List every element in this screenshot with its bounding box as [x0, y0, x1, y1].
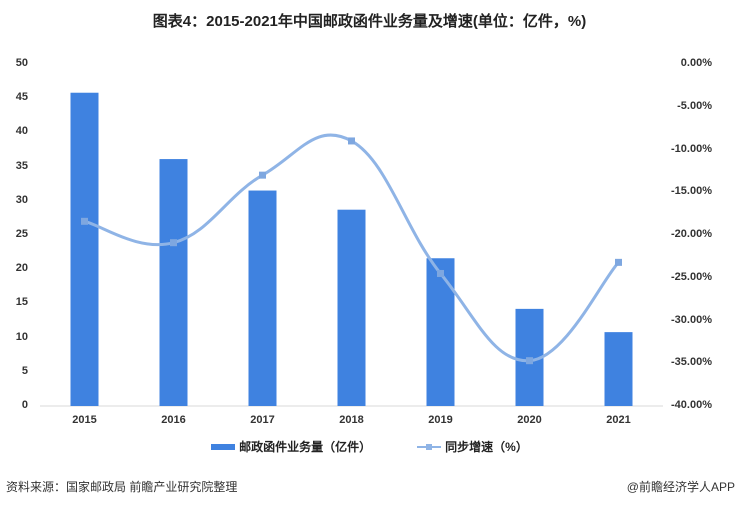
line-marker[interactable]: [81, 217, 88, 225]
bar[interactable]: [70, 92, 99, 406]
right-tick-label: -25.00%: [671, 270, 712, 283]
left-tick-label: 15: [15, 296, 28, 309]
bar[interactable]: [426, 258, 455, 406]
left-tick-label: 5: [21, 364, 28, 377]
right-tick-label: -15.00%: [671, 185, 712, 198]
right-tick-label: -40.00%: [671, 399, 712, 411]
x-tick-label: 2016: [161, 414, 186, 426]
legend-label-line: 同步增速（%）: [445, 440, 528, 454]
line-marker[interactable]: [526, 357, 533, 365]
line-marker[interactable]: [259, 171, 266, 179]
left-tick-label: 20: [15, 262, 28, 275]
legend: 邮政函件业务量（亿件） 同步增速（%）: [0, 438, 739, 455]
left-tick-label: 30: [15, 193, 28, 206]
legend-item-bar[interactable]: 邮政函件业务量（亿件）: [211, 438, 371, 455]
left-tick-label: 10: [15, 330, 28, 343]
left-tick-label: 25: [15, 228, 28, 240]
left-tick-label: 35: [15, 159, 28, 172]
right-tick-label: -35.00%: [671, 356, 712, 369]
legend-label-bar: 邮政函件业务量（亿件）: [239, 440, 372, 454]
bar[interactable]: [159, 159, 188, 406]
brand-credit: @前瞻经济学人APP: [626, 480, 735, 494]
chart-title: 图表4：2015-2021年中国邮政函件业务量及增速(单位：亿件，%): [152, 13, 587, 30]
x-tick-label: 2015: [72, 414, 97, 426]
x-tick-label: 2019: [428, 414, 453, 426]
line-marker[interactable]: [348, 137, 355, 145]
left-tick-label: 40: [15, 125, 28, 138]
right-tick-label: -5.00%: [677, 99, 712, 112]
bar[interactable]: [337, 209, 366, 406]
left-tick-label: 45: [15, 91, 28, 104]
x-tick-label: 2020: [517, 414, 542, 426]
right-tick-label: 0.00%: [680, 57, 712, 69]
line-marker[interactable]: [437, 269, 444, 277]
x-tick-label: 2018: [339, 414, 364, 426]
x-tick-label: 2017: [250, 414, 275, 426]
left-tick-label: 0: [21, 399, 28, 411]
right-tick-label: -20.00%: [671, 228, 712, 240]
line-marker[interactable]: [170, 239, 177, 247]
bar-swatch-icon: [211, 443, 236, 450]
x-tick-label: 2021: [606, 414, 631, 426]
bar[interactable]: [248, 190, 277, 406]
right-tick-label: -30.00%: [671, 313, 712, 326]
line-swatch-icon: [417, 443, 442, 450]
bar[interactable]: [604, 332, 633, 406]
line-marker[interactable]: [615, 258, 622, 266]
right-tick-label: -10.00%: [671, 142, 712, 155]
left-tick-label: 50: [15, 57, 28, 69]
source-note: 资料来源：国家邮政局 前瞻产业研究院整理: [6, 480, 238, 494]
legend-item-line[interactable]: 同步增速（%）: [417, 438, 528, 455]
